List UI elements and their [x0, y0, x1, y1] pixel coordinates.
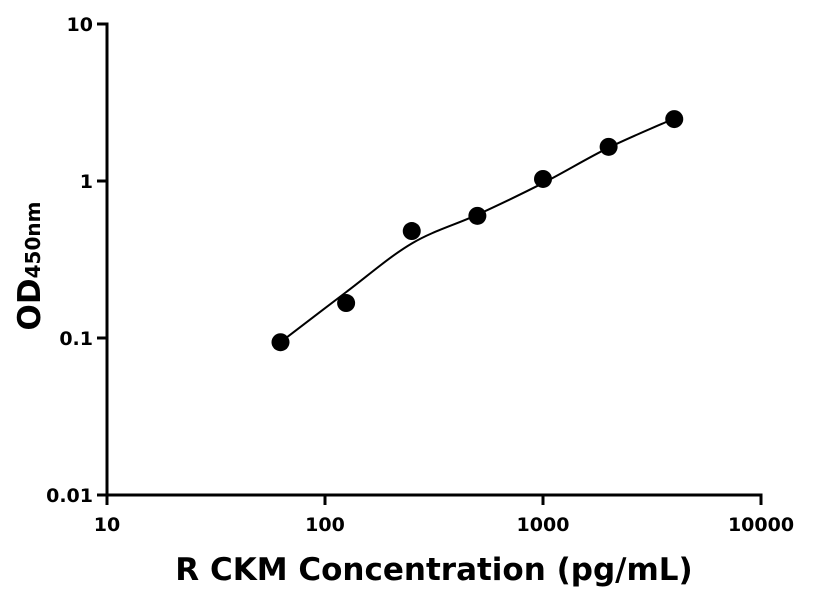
x-tick-label: 1000 — [517, 514, 570, 536]
x-tick-label: 10000 — [728, 514, 794, 536]
data-point — [534, 169, 552, 188]
y-axis-title-subscript: 450nm — [21, 202, 45, 279]
data-point — [337, 294, 356, 313]
x-axis-title: R CKM Concentration (pg/mL) — [175, 552, 692, 588]
y-axis-title: OD450nm — [12, 202, 48, 331]
data-point — [468, 206, 487, 225]
x-tick-label: 10 — [94, 514, 120, 536]
y-tick-label: 0.1 — [59, 328, 93, 350]
y-tick-label: 0.01 — [46, 485, 93, 507]
data-point — [402, 222, 421, 241]
y-tick-label: 10 — [67, 14, 93, 36]
data-point — [599, 137, 618, 156]
y-tick-label: 1 — [80, 171, 93, 193]
data-point — [271, 333, 290, 352]
y-axis-title-main: OD — [12, 278, 48, 330]
x-tick-label: 100 — [305, 514, 345, 536]
data-point — [665, 110, 684, 129]
